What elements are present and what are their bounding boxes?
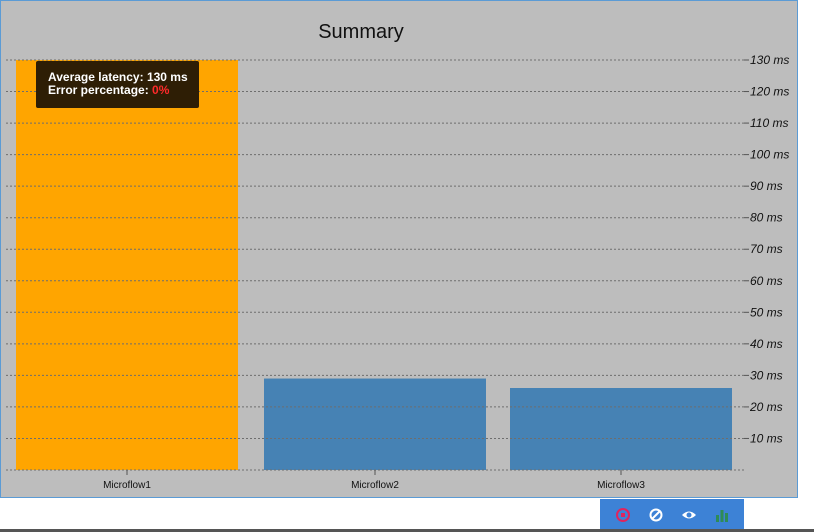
bar-microflow3 xyxy=(510,388,732,470)
y-tick-label: 90 ms xyxy=(750,179,783,193)
bar-chart-icon xyxy=(715,509,728,522)
eye-icon xyxy=(681,511,696,518)
y-tick-label: 100 ms xyxy=(750,148,789,162)
tooltip-latency-label: Average latency: xyxy=(48,70,144,84)
bar-microflow2 xyxy=(264,378,486,470)
eye-button[interactable] xyxy=(680,506,698,524)
bar-chart: 10 ms 20 ms 30 ms 40 ms 50 ms 60 ms 70 ms 80 ms… xyxy=(6,53,789,491)
tooltip-error-value: 0% xyxy=(152,83,170,97)
y-tick-label: 20 ms xyxy=(749,400,783,414)
y-tick-label: 10 ms xyxy=(750,431,783,445)
y-tick-label: 130 ms xyxy=(750,53,789,67)
bar-microflow1 xyxy=(16,60,238,470)
x-tick-label: Microflow3 xyxy=(597,480,645,491)
x-tick-label: Microflow2 xyxy=(351,480,399,491)
chart-title: Summary xyxy=(318,21,404,43)
y-tick-label: 60 ms xyxy=(750,274,783,288)
stop-icon xyxy=(615,507,630,522)
y-tick-label: 40 ms xyxy=(750,337,783,351)
ban-icon xyxy=(649,508,662,521)
page-bottom-border xyxy=(0,529,814,532)
stop-button[interactable] xyxy=(614,506,632,524)
tooltip-error-label: Error percentage: xyxy=(48,83,149,97)
ban-button[interactable] xyxy=(647,506,665,524)
y-tick-label: 30 ms xyxy=(750,368,783,382)
chart-tooltip: Average latency: 130 ms Error percentage… xyxy=(36,61,199,108)
y-tick-label: 80 ms xyxy=(750,211,783,225)
tooltip-latency-value: 130 ms xyxy=(146,70,188,84)
y-tick-label: 110 ms xyxy=(750,116,788,130)
chart-panel: 10 ms 20 ms 30 ms 40 ms 50 ms 60 ms 70 ms 80 ms… xyxy=(0,0,798,498)
x-tick-label: Microflow1 xyxy=(103,480,151,491)
y-tick-label: 50 ms xyxy=(750,305,783,319)
bar-chart-button[interactable] xyxy=(713,506,731,524)
chart-toolbar xyxy=(600,499,744,530)
y-tick-label: 120 ms xyxy=(750,85,789,99)
y-tick-label: 70 ms xyxy=(750,242,783,256)
